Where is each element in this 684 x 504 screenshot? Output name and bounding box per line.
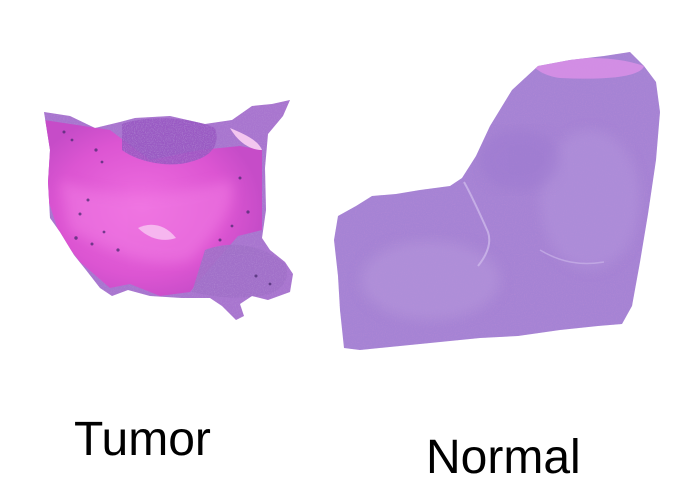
normal-label: Normal [426, 431, 581, 484]
tumor-tissue-section [44, 100, 293, 320]
tumor-label: Tumor [74, 413, 211, 466]
normal-tissue-section [334, 52, 660, 350]
